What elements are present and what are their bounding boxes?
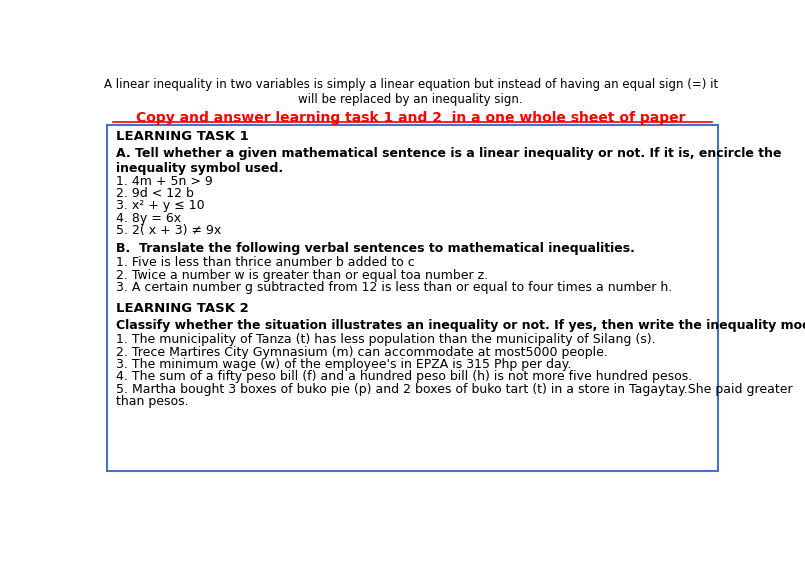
Text: than pesos.: than pesos. [116,395,188,408]
Text: 1. The municipality of Tanza (t) has less population than the municipality of Si: 1. The municipality of Tanza (t) has les… [116,333,656,346]
Text: 3. x² + y ≤ 10: 3. x² + y ≤ 10 [116,199,204,212]
Text: 5. 2( x + 3) ≠ 9x: 5. 2( x + 3) ≠ 9x [116,224,221,237]
Text: 4. The sum of a fifty peso bill (f) and a hundred peso bill (h) is not more five: 4. The sum of a fifty peso bill (f) and … [116,370,692,383]
Text: Copy and answer learning task 1 and 2  in a one whole sheet of paper: Copy and answer learning task 1 and 2 in… [136,111,685,125]
Text: 2. 9d < 12 b: 2. 9d < 12 b [116,187,194,200]
Text: A linear inequality in two variables is simply a linear equation but instead of : A linear inequality in two variables is … [104,79,718,107]
Text: 1. 4m + 5n > 9: 1. 4m + 5n > 9 [116,175,213,188]
Text: 4. 8y = 6x: 4. 8y = 6x [116,212,181,224]
Text: B.  Translate the following verbal sentences to mathematical inequalities.: B. Translate the following verbal senten… [116,243,635,255]
Text: 1. Five is less than thrice anumber b added to c: 1. Five is less than thrice anumber b ad… [116,257,415,269]
Text: LEARNING TASK 1: LEARNING TASK 1 [116,130,249,143]
Text: LEARNING TASK 2: LEARNING TASK 2 [116,303,249,315]
Text: 2. Trece Martires City Gymnasium (m) can accommodate at most5000 people.: 2. Trece Martires City Gymnasium (m) can… [116,346,608,359]
Text: Classify whether the situation illustrates an inequality or not. If yes, then wr: Classify whether the situation illustrat… [116,319,805,332]
Text: 2. Twice a number w is greater than or equal toa number z.: 2. Twice a number w is greater than or e… [116,269,489,282]
FancyBboxPatch shape [107,125,718,471]
Text: 5. Martha bought 3 boxes of buko pie (p) and 2 boxes of buko tart (t) in a store: 5. Martha bought 3 boxes of buko pie (p)… [116,382,793,396]
Text: 3. A certain number g subtracted from 12 is less than or equal to four times a n: 3. A certain number g subtracted from 12… [116,281,672,294]
Text: 3. The minimum wage (w) of the employee's in EPZA is 315 Php per day.: 3. The minimum wage (w) of the employee'… [116,358,572,371]
Text: A. Tell whether a given mathematical sentence is a linear inequality or not. If : A. Tell whether a given mathematical sen… [116,147,782,175]
